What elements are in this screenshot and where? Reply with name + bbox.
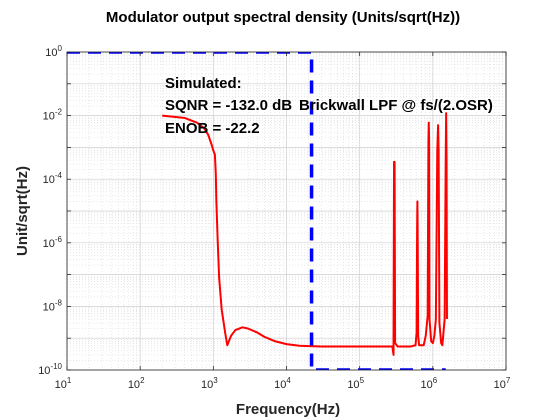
x-tick-label: 105 xyxy=(347,376,364,391)
lpf-dashed-line xyxy=(67,52,446,370)
x-tick-labels: 101 102 103 104 105 106 107 xyxy=(55,376,511,391)
y-tick-label: 100 xyxy=(45,44,62,59)
ticks xyxy=(66,51,507,371)
y-tick-label: 10-2 xyxy=(43,108,63,123)
x-tick-label: 102 xyxy=(128,376,145,391)
series xyxy=(67,52,448,370)
y-tick-label: 10-10 xyxy=(38,362,62,377)
x-tick-label: 104 xyxy=(274,376,291,391)
x-tick-label: 101 xyxy=(55,376,72,391)
spectrum-line xyxy=(162,112,448,356)
y-tick-label: 10-6 xyxy=(43,235,63,250)
x-axis-label: Frequency(Hz) xyxy=(236,401,340,418)
grid xyxy=(66,51,507,371)
chart-title: Modulator output spectral density (Units… xyxy=(106,9,460,26)
y-tick-label: 10-8 xyxy=(43,298,63,313)
x-tick-label: 106 xyxy=(420,376,437,391)
annotation-sqnr: SQNR = -132.0 dB xyxy=(165,97,292,114)
annotation-brickwall-lpf: Brickwall LPF @ fs/(2.OSR) xyxy=(299,97,493,114)
x-tick-label: 107 xyxy=(494,376,511,391)
y-tick-labels: 10-10 10-8 10-6 10-4 10-2 100 xyxy=(38,44,62,377)
y-tick-label: 10-4 xyxy=(43,171,63,186)
y-axis-label: Unit/sqrt(Hz) xyxy=(14,166,31,256)
x-tick-label: 103 xyxy=(201,376,218,391)
annotation-enob: ENOB = -22.2 xyxy=(165,120,260,137)
annotation-simulated: Simulated: xyxy=(165,75,242,92)
